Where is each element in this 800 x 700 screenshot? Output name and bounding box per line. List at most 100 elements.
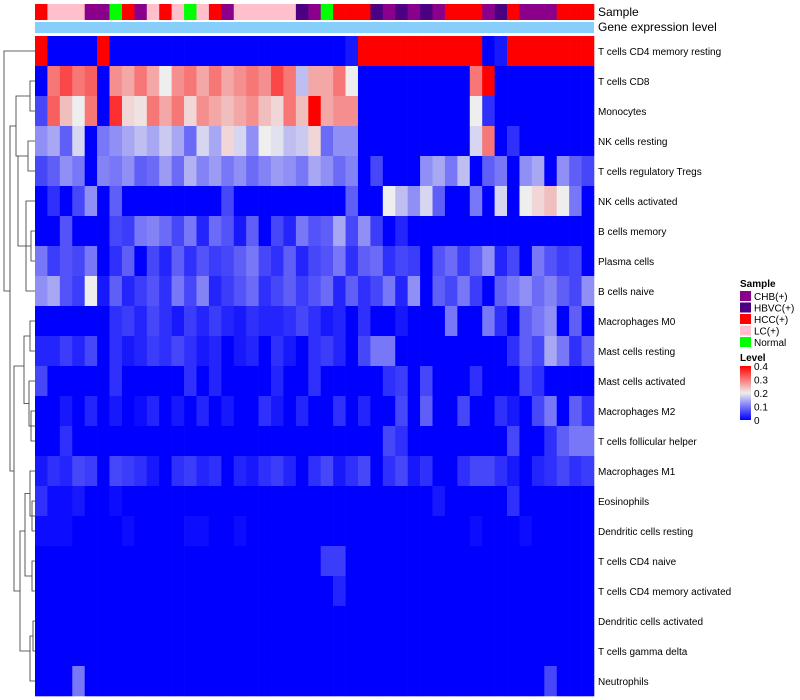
sample-annotation-cell [333,4,346,20]
sample-annotation-cell [221,4,235,20]
heatmap-cell [519,276,533,307]
heatmap-cell [432,216,446,247]
heatmap-cell [320,336,334,367]
heatmap-cell [432,156,446,187]
heatmap-cell [47,456,61,487]
heatmap-cell [184,336,197,367]
heatmap-cell [171,666,185,697]
heatmap-cell [196,366,210,397]
heatmap-cell [420,636,433,667]
heatmap-cell [295,606,309,637]
heatmap-cell [531,126,545,157]
heatmap-cell [457,276,471,307]
heatmap-cell [72,606,85,637]
heatmap-cell [507,516,520,547]
heatmap-cell [295,576,309,607]
sample-annotation-cell [345,4,359,20]
heatmap-cell [544,576,558,607]
dendrogram-branch [30,230,35,262]
heatmap-cell [320,126,334,157]
heatmap-cell [345,336,359,367]
heatmap-cell [507,126,520,157]
heatmap-cell [295,126,309,157]
heatmap-cell [258,336,272,367]
heatmap-cell [469,96,483,127]
heatmap-cell [134,96,148,127]
heatmap-cell [556,576,570,607]
heatmap-cell [283,486,297,517]
heatmap-cell [283,246,297,277]
heatmap-cell [494,96,508,127]
heatmap-cell [357,636,371,667]
heatmap-cell [382,96,396,127]
heatmap-cell [569,456,582,487]
heatmap-cell [420,456,433,487]
heatmap-cell [35,276,48,307]
heatmap-cell [395,576,408,607]
heatmap-cell [271,666,284,697]
heatmap-cell [258,66,272,97]
heatmap-cell [519,66,533,97]
heatmap-cell [171,636,185,667]
heatmap-cell [208,636,222,667]
heatmap-cell [35,426,48,457]
heatmap-cell [184,666,197,697]
heatmap-cell [159,156,172,187]
heatmap-cell [283,546,297,577]
heatmap-cell [544,336,558,367]
heatmap-cell [59,276,73,307]
heatmap-cell [432,426,446,457]
heatmap-cell [109,456,123,487]
heatmap-cell [407,636,421,667]
heatmap-cell [271,576,284,607]
dendrogram-branch [31,560,35,592]
sample-annotation-cell [382,4,396,20]
row-label: T cells CD4 memory resting [598,47,721,58]
heatmap-cell [457,546,471,577]
heatmap-cell [469,246,483,277]
heatmap-cell [469,456,483,487]
heatmap-cell [184,516,197,547]
heatmap-cell [246,426,259,457]
heatmap-cell [556,366,570,397]
heatmap-cell [420,516,433,547]
heatmap-cell [531,456,545,487]
heatmap-cell [581,516,595,547]
heatmap-cell [420,666,433,697]
heatmap-cell [47,186,61,217]
heatmap-cell [258,396,272,427]
heatmap-cell [134,456,148,487]
heatmap-cell [134,486,148,517]
heatmap-cell [569,546,582,577]
heatmap-cell [345,546,359,577]
heatmap-cell [35,606,48,637]
heatmap-cell [233,456,247,487]
heatmap-cell [221,636,235,667]
heatmap-cell [432,456,446,487]
heatmap-cell [134,66,148,97]
heatmap-cell [482,306,495,337]
heatmap-cell [482,336,495,367]
heatmap-cell [84,96,98,127]
heatmap-cell [134,366,148,397]
heatmap-cell [295,216,309,247]
heatmap-cell [109,216,123,247]
heatmap-cell [333,636,346,667]
heatmap-cell [72,576,85,607]
heatmap-cell [84,126,98,157]
heatmap-cell [308,576,322,607]
heatmap-cell [519,216,533,247]
heatmap-cell [531,156,545,187]
heatmap-cell [432,96,446,127]
heatmap-cell [308,36,322,67]
heatmap-cell [482,516,495,547]
sample-annotation-cell [246,4,259,20]
heatmap-cell [420,366,433,397]
heatmap-cell [507,546,520,577]
heatmap-cell [444,186,458,217]
heatmap-cell [370,336,384,367]
heatmap-cell [283,216,297,247]
heatmap-cell [109,336,123,367]
heatmap-cell [357,186,371,217]
heatmap-cell [221,336,235,367]
